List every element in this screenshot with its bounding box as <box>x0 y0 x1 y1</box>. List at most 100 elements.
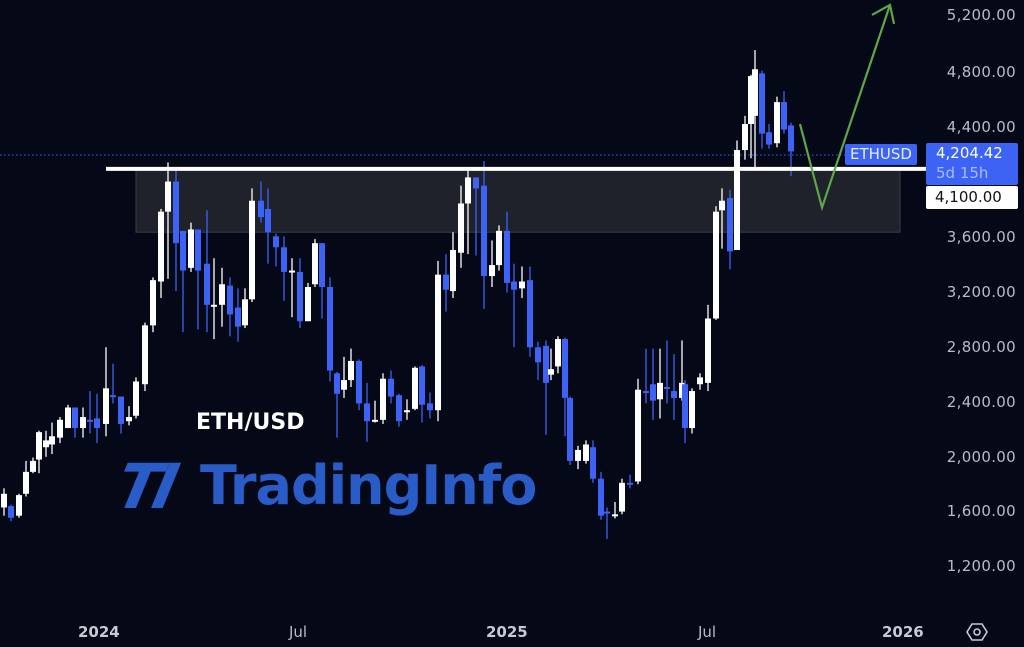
candle-up <box>305 286 311 322</box>
candle-up <box>30 460 36 472</box>
y-tick-label: 1,200.00 <box>946 557 1016 575</box>
candle-up <box>612 514 618 517</box>
x-tick-label: 2026 <box>882 623 924 641</box>
candle-up <box>150 280 156 326</box>
y-tick-label: 2,800.00 <box>946 338 1016 356</box>
candle-down <box>671 391 677 398</box>
candle-down <box>443 274 449 290</box>
candle-down <box>118 396 124 424</box>
candle-up <box>289 270 295 273</box>
candle-down <box>297 271 303 322</box>
candle-up <box>555 339 561 367</box>
candle-down <box>473 177 479 189</box>
candle-up <box>23 471 29 494</box>
candle-up <box>583 444 589 461</box>
candle-up <box>734 150 740 251</box>
x-tick-label: 2024 <box>78 623 120 641</box>
candle-down <box>527 280 533 348</box>
pair-title: ETH/USD <box>196 410 305 435</box>
candle-down <box>204 263 210 305</box>
candle-down <box>388 378 394 397</box>
candle-up <box>575 449 581 461</box>
last-price-tag: 4,204.42 5d 15h <box>926 143 1018 185</box>
candle-down <box>319 243 325 287</box>
y-tick-label: 4,400.00 <box>946 118 1016 136</box>
candle-down <box>759 73 765 134</box>
candle-up <box>450 250 456 292</box>
candle-up <box>713 211 719 319</box>
candle-up <box>158 211 164 282</box>
candle-down <box>87 419 93 422</box>
candle-down <box>110 395 116 398</box>
candle-up <box>412 367 418 409</box>
candle-down <box>427 403 433 411</box>
candle-down <box>72 407 78 429</box>
candle-up <box>16 495 22 516</box>
candle-up <box>36 432 42 460</box>
candle-down <box>334 373 340 394</box>
candle-up <box>43 440 49 448</box>
settings-hexagon-icon[interactable] <box>966 621 988 643</box>
candle-down <box>356 360 362 404</box>
candle-down <box>643 391 649 394</box>
candle-down <box>195 229 201 271</box>
x-tick-label: Jul <box>698 623 717 641</box>
bar-countdown: 5d 15h <box>936 164 989 182</box>
candle-down <box>788 125 794 152</box>
candle-up <box>635 389 641 482</box>
y-tick-label: 5,200.00 <box>946 6 1016 24</box>
candle-down <box>8 506 14 518</box>
candle-up <box>49 436 55 445</box>
candle-up <box>489 265 495 277</box>
candle-down <box>173 181 179 244</box>
candle-up <box>748 76 754 125</box>
candle-down <box>94 418 100 429</box>
candle-up <box>519 281 525 289</box>
candle-up <box>103 388 109 424</box>
candle-down <box>766 132 772 145</box>
candle-down <box>562 339 568 398</box>
candle-down <box>604 511 610 514</box>
candle-up <box>548 369 554 375</box>
candle-up <box>380 378 386 420</box>
candle-up <box>219 284 225 305</box>
candle-up <box>211 304 217 307</box>
x-tick-label: Jul <box>289 623 308 641</box>
candle-down <box>419 366 425 405</box>
candle-down <box>535 347 541 363</box>
candle-down <box>682 384 688 429</box>
candle-up <box>165 181 171 212</box>
candle-up <box>465 177 471 204</box>
candle-up <box>65 407 71 429</box>
candle-down <box>396 395 402 422</box>
candle-down <box>590 447 596 479</box>
candle-down <box>567 397 573 461</box>
candle-up <box>496 230 502 266</box>
symbol-tag: ETHUSD <box>845 144 917 165</box>
candle-down <box>364 403 370 422</box>
support-zone <box>135 167 901 233</box>
candle-up <box>689 391 695 429</box>
candle-down <box>664 386 670 389</box>
candle-down <box>273 236 279 248</box>
horizontal-level-tag: 4,100.00 <box>926 186 1018 209</box>
candle-up <box>697 377 703 385</box>
y-tick-label: 1,600.00 <box>946 502 1016 520</box>
candle-down <box>327 286 333 371</box>
candle-up <box>188 229 194 268</box>
candle-down <box>650 384 656 401</box>
candle-down <box>781 102 787 130</box>
level-price: 4,100.00 <box>935 188 1002 206</box>
candle-up <box>705 318 711 383</box>
projection-path <box>798 4 892 212</box>
candle-up <box>619 482 625 512</box>
candle-up <box>742 124 748 151</box>
candle-down <box>543 345 549 383</box>
y-tick-label: 3,200.00 <box>946 283 1016 301</box>
candle-up <box>242 299 248 326</box>
y-tick-label: 4,800.00 <box>946 63 1016 81</box>
candle-up <box>249 200 255 300</box>
candle-up <box>404 410 410 413</box>
candle-down <box>511 281 517 290</box>
